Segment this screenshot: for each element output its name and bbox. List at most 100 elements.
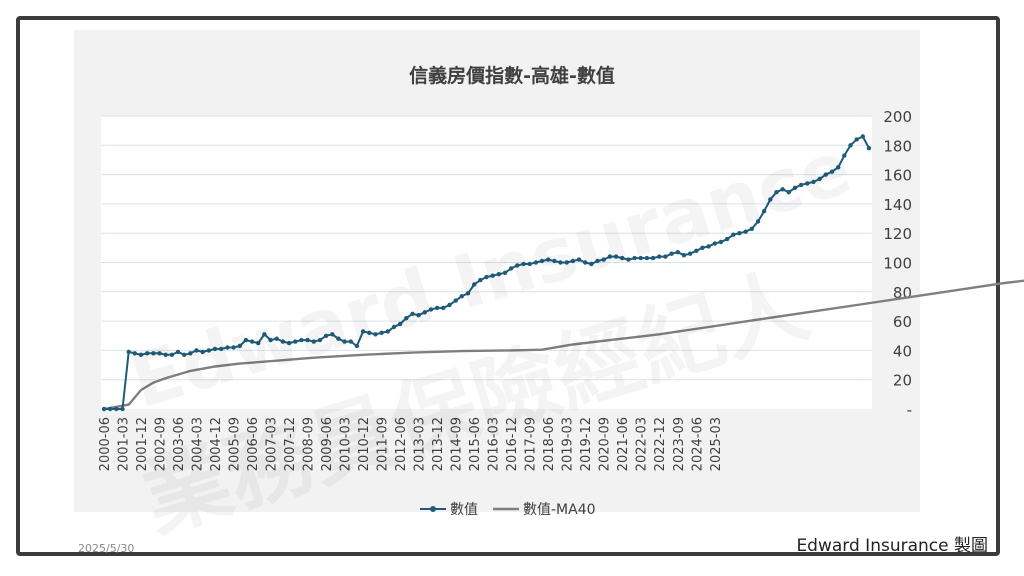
x-tick-label: 2000-06: [98, 417, 113, 471]
data-point: [428, 307, 434, 312]
data-point: [305, 337, 310, 343]
data-point: [712, 241, 717, 246]
data-point: [638, 255, 643, 261]
data-point: [484, 274, 489, 280]
y-tick-label: 60: [893, 313, 912, 331]
data-point: [200, 349, 205, 355]
data-point: [243, 337, 249, 343]
data-point: [657, 254, 662, 259]
data-point: [632, 255, 637, 261]
x-tick-label: 2013-03: [413, 417, 428, 471]
x-tick-label: 2018-06: [542, 417, 557, 471]
data-point: [805, 181, 810, 186]
data-point: [780, 187, 785, 192]
data-point: [644, 255, 650, 261]
data-point: [836, 165, 841, 170]
data-point: [761, 209, 767, 214]
data-point: [829, 169, 835, 174]
data-point: [317, 337, 323, 343]
data-point: [570, 258, 576, 264]
x-tick-label: 2021-06: [616, 417, 631, 471]
legend-marker-value: [430, 506, 436, 512]
x-tick-label: 2001-03: [117, 417, 132, 471]
x-tick-label: 2006-06: [246, 417, 261, 471]
data-point: [706, 244, 711, 249]
data-point: [219, 346, 224, 352]
data-point: [299, 337, 304, 343]
data-point: [774, 190, 779, 195]
data-point: [533, 260, 539, 265]
y-tick-label: 20: [893, 372, 912, 390]
data-point: [509, 266, 514, 271]
data-point: [336, 336, 341, 341]
data-point: [564, 260, 569, 265]
data-point: [120, 406, 125, 412]
data-point: [472, 282, 477, 287]
y-tick-label: -: [907, 401, 912, 419]
x-tick-label: 2004-03: [191, 417, 206, 471]
x-tick-label: 2010-03: [339, 417, 354, 471]
data-point: [379, 330, 384, 335]
data-point: [502, 270, 508, 275]
x-tick-label: 2020-09: [598, 417, 613, 471]
data-point: [175, 349, 181, 355]
data-point: [108, 406, 113, 412]
data-point: [323, 333, 329, 338]
x-tick-label: 2003-06: [172, 417, 187, 471]
x-tick-label: 2025-03: [709, 417, 724, 471]
data-point: [465, 291, 471, 296]
y-tick-label: 100: [883, 255, 912, 273]
data-point: [367, 330, 372, 335]
data-point: [293, 339, 298, 344]
data-point: [718, 239, 724, 245]
data-point: [490, 273, 495, 278]
x-tick-label: 2004-12: [209, 417, 224, 471]
data-point: [496, 272, 501, 277]
data-point: [527, 261, 532, 267]
data-point: [786, 190, 791, 195]
data-point: [768, 197, 773, 202]
data-point: [811, 179, 816, 185]
x-tick-label: 2019-12: [579, 417, 594, 471]
x-tick-label: 2017-09: [524, 417, 539, 471]
x-tick-label: 2022-03: [635, 417, 650, 471]
legend-label-value: 數值: [450, 502, 478, 518]
y-tick-label: 180: [883, 137, 912, 155]
data-point: [613, 254, 619, 259]
data-point: [163, 352, 168, 357]
x-tick-label: 2001-12: [135, 417, 150, 471]
x-tick-label: 2005-09: [228, 417, 243, 471]
y-tick-label: 200: [883, 108, 912, 126]
data-point: [138, 352, 144, 357]
data-point: [583, 260, 588, 265]
data-point: [860, 134, 865, 139]
data-point: [169, 352, 175, 357]
x-tick-label: 2016-12: [505, 417, 520, 471]
x-tick-label: 2008-09: [302, 417, 317, 471]
x-tick-label: 2011-09: [376, 417, 391, 471]
x-tick-label: 2014-09: [450, 417, 465, 471]
x-tick-label: 2016-03: [487, 417, 502, 471]
data-point: [397, 321, 403, 327]
data-point: [249, 339, 255, 344]
data-point: [132, 351, 137, 356]
data-point: [521, 261, 526, 267]
data-point: [576, 257, 582, 262]
x-tick-label: 2002-09: [154, 417, 169, 471]
date-label: 2025/5/30: [78, 542, 135, 555]
legend-label-ma40: 數值-MA40: [523, 502, 596, 518]
y-tick-label: 160: [883, 167, 912, 185]
credit-label: Edward Insurance 製圖: [796, 536, 988, 556]
series-ma40-line: [103, 279, 1024, 411]
data-point: [620, 255, 625, 261]
data-point: [626, 257, 631, 262]
data-point: [151, 351, 156, 356]
data-point: [145, 351, 150, 356]
data-point: [256, 340, 261, 346]
data-point: [669, 251, 674, 256]
data-point: [225, 345, 230, 350]
data-point: [126, 349, 131, 355]
data-point: [274, 336, 279, 341]
data-point: [188, 351, 193, 356]
